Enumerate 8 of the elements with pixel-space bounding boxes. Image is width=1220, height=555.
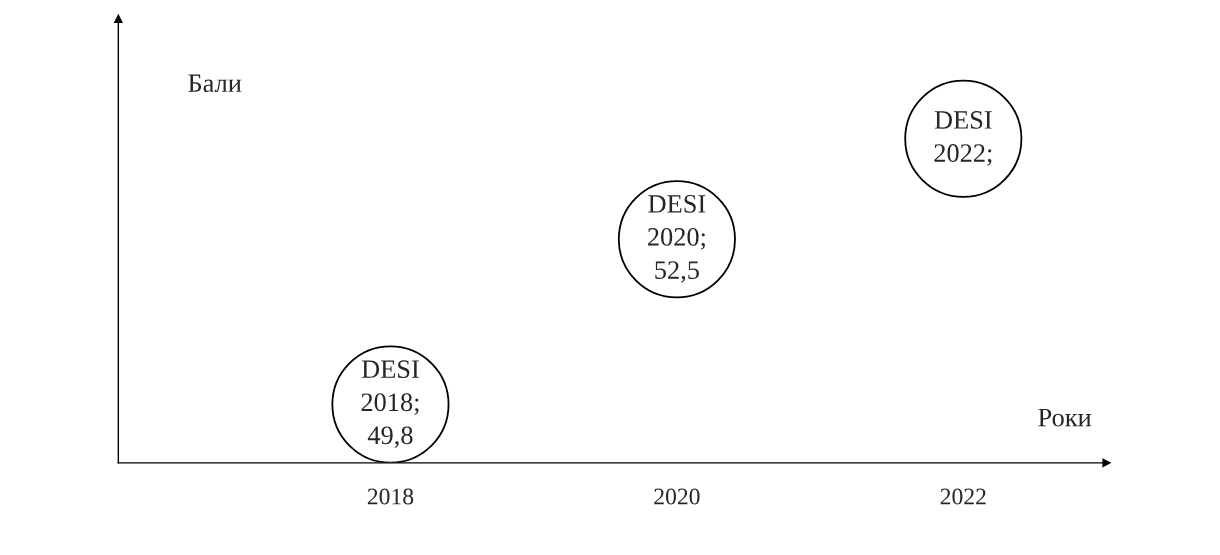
x-axis-title: Роки — [1038, 408, 1092, 427]
annotation: DESI 2022; — [934, 111, 992, 166]
x-tick-label: 2022 — [940, 488, 986, 505]
annotation: DESI 2018; 49,8 — [361, 360, 419, 449]
x-tick-label: 2018 — [367, 488, 414, 505]
y-axis-title: Бали — [188, 74, 242, 93]
x-tick-label: 2020 — [654, 488, 700, 505]
annotation: DESI 2020; 52,5 — [647, 195, 706, 283]
